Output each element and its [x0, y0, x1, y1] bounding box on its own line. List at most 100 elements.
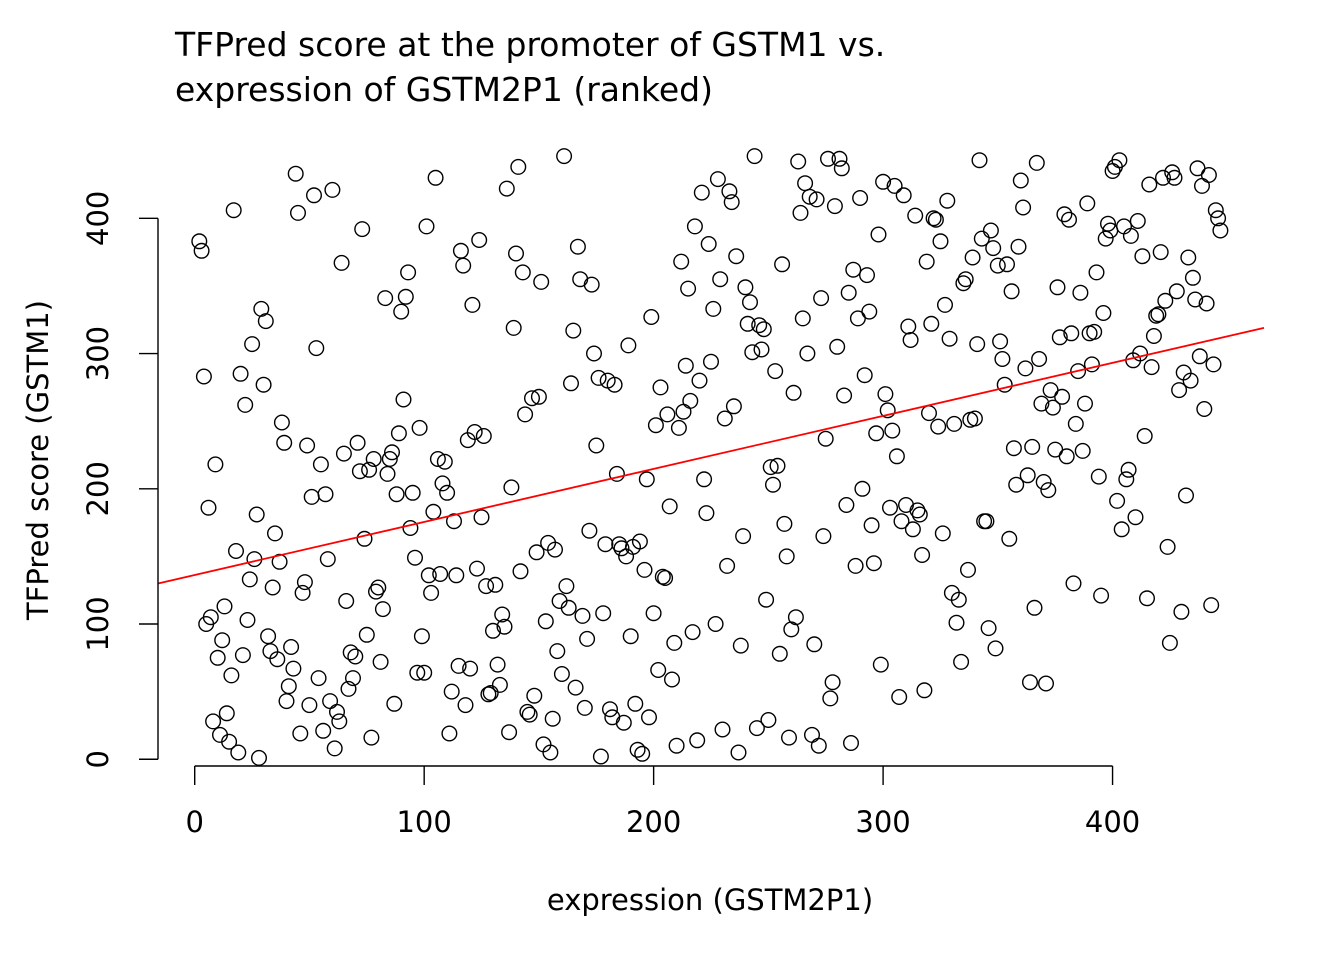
data-point — [411, 419, 428, 436]
data-point — [1060, 211, 1077, 228]
data-point — [441, 725, 458, 742]
data-point — [748, 720, 765, 737]
data-point — [723, 194, 740, 211]
data-point — [542, 744, 559, 761]
data-point — [290, 204, 307, 221]
data-point — [719, 557, 736, 574]
data-point — [927, 211, 944, 228]
data-point — [455, 257, 472, 274]
data-point — [737, 279, 754, 296]
data-point — [423, 584, 440, 601]
data-point — [1159, 538, 1176, 555]
data-point — [514, 264, 531, 281]
data-point — [436, 453, 453, 470]
data-point — [1177, 487, 1194, 504]
data-point — [714, 721, 731, 738]
data-point — [758, 591, 775, 608]
data-point — [657, 570, 674, 587]
data-point — [1031, 351, 1048, 368]
data-point — [285, 660, 302, 677]
data-point — [544, 710, 561, 727]
data-point — [324, 181, 341, 198]
regression-line — [157, 326, 1265, 585]
data-point — [1196, 401, 1213, 418]
data-point — [420, 567, 437, 584]
data-point — [682, 392, 699, 409]
data-point — [377, 290, 394, 307]
data-point — [510, 158, 527, 175]
data-point — [361, 461, 378, 478]
data-point — [283, 639, 300, 656]
data-point — [1127, 509, 1144, 526]
data-point — [244, 336, 261, 353]
data-point — [498, 180, 515, 197]
data-point — [276, 434, 293, 451]
data-point — [1042, 382, 1059, 399]
data-point — [735, 528, 752, 545]
data-point — [739, 315, 756, 332]
data-point — [322, 693, 339, 710]
data-point — [641, 709, 658, 726]
data-point — [234, 647, 251, 664]
data-point — [1161, 634, 1178, 651]
data-point — [765, 476, 782, 493]
data-point — [804, 726, 821, 743]
data-point — [269, 651, 286, 668]
data-point — [696, 471, 713, 488]
data-point — [1143, 359, 1160, 376]
data-point — [427, 169, 444, 186]
data-point — [218, 705, 235, 722]
data-point — [673, 253, 690, 270]
data-point — [567, 679, 584, 696]
data-point — [1182, 372, 1199, 389]
data-point — [592, 748, 609, 765]
data-point — [402, 520, 419, 537]
data-point — [1173, 603, 1190, 620]
data-point — [845, 261, 862, 278]
data-point — [363, 729, 380, 746]
data-point — [195, 368, 212, 385]
data-point — [849, 310, 866, 327]
data-point — [815, 528, 832, 545]
data-point — [767, 363, 784, 380]
data-point — [299, 437, 316, 454]
data-point — [202, 609, 219, 626]
data-point — [1141, 176, 1158, 193]
data-point — [950, 591, 967, 608]
data-point — [471, 231, 488, 248]
data-point — [705, 300, 722, 317]
data-point — [374, 601, 391, 618]
data-point — [489, 656, 506, 673]
data-point — [508, 245, 525, 262]
data-point — [400, 264, 417, 281]
data-point — [395, 391, 412, 408]
data-point — [730, 744, 747, 761]
chart-title: TFPred score at the promoter of GSTM1 vs… — [175, 22, 885, 112]
data-point — [1166, 169, 1183, 186]
data-point — [753, 341, 770, 358]
data-point — [1090, 468, 1107, 485]
data-point — [898, 497, 915, 514]
data-point — [466, 424, 483, 441]
data-point — [686, 218, 703, 235]
data-point — [973, 230, 990, 247]
data-point — [909, 502, 926, 519]
data-point — [530, 388, 547, 405]
data-point — [647, 417, 664, 434]
data-point — [349, 434, 366, 451]
data-point — [1033, 395, 1050, 412]
data-point — [574, 607, 591, 624]
data-point — [856, 367, 873, 384]
data-point — [225, 202, 242, 219]
data-point — [340, 680, 357, 697]
data-point — [882, 499, 899, 516]
data-point — [1079, 195, 1096, 212]
data-point — [221, 733, 238, 750]
data-point — [932, 233, 949, 250]
data-point — [865, 555, 882, 572]
data-point — [1122, 227, 1139, 244]
data-point — [1012, 172, 1029, 189]
data-point — [666, 634, 683, 651]
data-point — [969, 336, 986, 353]
data-point — [1015, 199, 1032, 216]
